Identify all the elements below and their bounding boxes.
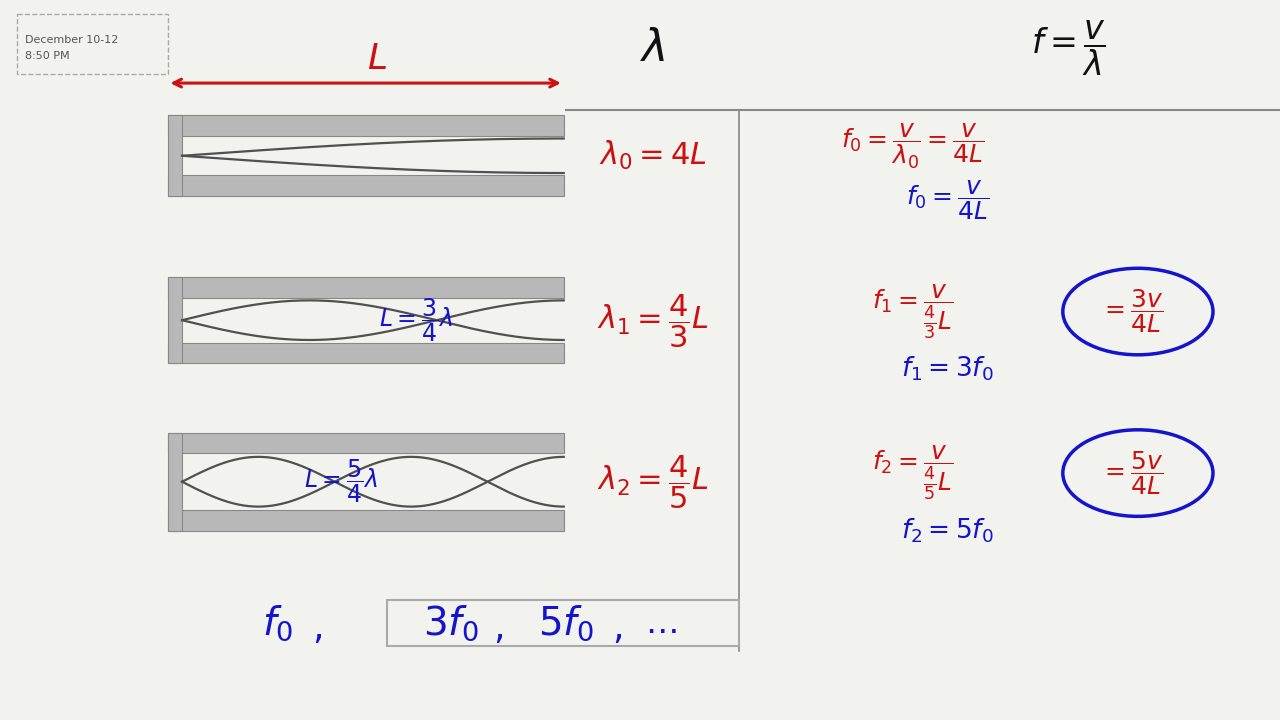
Bar bbox=[168, 510, 563, 531]
Text: $f_0 = \dfrac{v}{4L}$: $f_0 = \dfrac{v}{4L}$ bbox=[906, 178, 989, 222]
Text: $\ldots$: $\ldots$ bbox=[645, 606, 677, 639]
Text: ,: , bbox=[493, 612, 504, 646]
Bar bbox=[168, 277, 563, 297]
Bar bbox=[18, 14, 168, 74]
Bar bbox=[168, 433, 563, 454]
Text: $f_2 = \dfrac{v}{\frac{4}{5}L}$: $f_2 = \dfrac{v}{\frac{4}{5}L}$ bbox=[872, 444, 954, 503]
Text: $3f_0$: $3f_0$ bbox=[422, 603, 479, 643]
Text: $\lambda_2 = \dfrac{4}{5}L$: $\lambda_2 = \dfrac{4}{5}L$ bbox=[596, 454, 709, 511]
Text: $\lambda$: $\lambda$ bbox=[640, 27, 666, 70]
Text: $5f_0$: $5f_0$ bbox=[538, 603, 594, 643]
Text: $L$: $L$ bbox=[367, 42, 387, 76]
Text: $\lambda_1 = \dfrac{4}{3}L$: $\lambda_1 = \dfrac{4}{3}L$ bbox=[596, 292, 709, 349]
Bar bbox=[387, 600, 740, 646]
Bar bbox=[168, 433, 182, 531]
Text: $L = \dfrac{5}{4}\lambda$: $L = \dfrac{5}{4}\lambda$ bbox=[303, 458, 378, 505]
Bar bbox=[168, 115, 182, 196]
Bar bbox=[168, 115, 563, 136]
Bar bbox=[168, 176, 563, 196]
Text: $f_0$: $f_0$ bbox=[261, 603, 293, 643]
Text: 8:50 PM: 8:50 PM bbox=[26, 51, 70, 60]
Bar bbox=[168, 343, 563, 364]
Text: $f = \dfrac{v}{\lambda}$: $f = \dfrac{v}{\lambda}$ bbox=[1032, 19, 1106, 78]
Text: $f_1 = 3f_0$: $f_1 = 3f_0$ bbox=[901, 355, 993, 384]
Bar bbox=[168, 277, 182, 364]
Text: $= \dfrac{3v}{4L}$: $= \dfrac{3v}{4L}$ bbox=[1101, 287, 1164, 336]
Text: $f_0 = \dfrac{v}{\lambda_0} = \dfrac{v}{4L}$: $f_0 = \dfrac{v}{\lambda_0} = \dfrac{v}{… bbox=[841, 122, 984, 171]
Text: December 10-12: December 10-12 bbox=[26, 35, 119, 45]
Text: $L = \dfrac{3}{4}\lambda$: $L = \dfrac{3}{4}\lambda$ bbox=[379, 297, 453, 344]
Text: $= \dfrac{5v}{4L}$: $= \dfrac{5v}{4L}$ bbox=[1101, 449, 1164, 497]
Text: $f_2 = 5f_0$: $f_2 = 5f_0$ bbox=[901, 516, 993, 545]
Text: ,: , bbox=[612, 612, 623, 646]
Text: $f_1 = \dfrac{v}{\frac{4}{3}L}$: $f_1 = \dfrac{v}{\frac{4}{3}L}$ bbox=[872, 282, 954, 341]
Text: $\lambda_0 = 4L$: $\lambda_0 = 4L$ bbox=[599, 139, 707, 172]
Text: ,: , bbox=[312, 612, 324, 646]
